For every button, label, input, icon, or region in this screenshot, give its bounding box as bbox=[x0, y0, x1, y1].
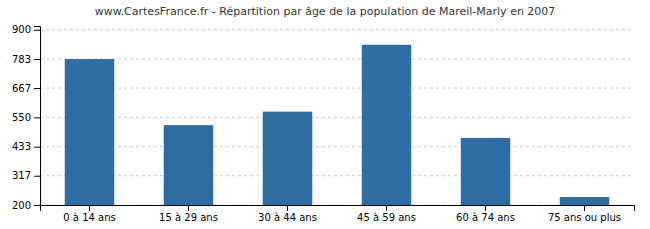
y-tick-mark bbox=[34, 59, 40, 60]
bar bbox=[560, 197, 610, 205]
x-tick-label: 15 à 29 ans bbox=[159, 212, 218, 223]
title: www.CartesFrance.fr - Répartition par âg… bbox=[95, 5, 556, 18]
y-tick-mark bbox=[34, 30, 40, 31]
x-tick: 60 à 74 ans bbox=[456, 205, 515, 223]
x-tick-label: 75 ans ou plus bbox=[548, 212, 621, 223]
x-tick-label: 30 à 44 ans bbox=[258, 212, 317, 223]
bars bbox=[65, 45, 610, 205]
y-tick: 900 bbox=[12, 24, 40, 35]
x-axis-line bbox=[41, 206, 635, 212]
grid-line bbox=[40, 146, 634, 147]
y-tick: 550 bbox=[12, 112, 40, 123]
y-tick-mark bbox=[34, 147, 40, 148]
x-axis: 0 à 14 ans 15 à 29 ans 30 à 44 ans 45 à 59 … bbox=[41, 205, 635, 223]
y-tick: 783 bbox=[12, 54, 40, 65]
y-tick-mark bbox=[34, 205, 40, 206]
y-tick-mark bbox=[34, 88, 40, 89]
grid-line bbox=[40, 117, 634, 118]
y-tick-label: 667 bbox=[12, 83, 31, 94]
y-tick-label: 317 bbox=[12, 170, 31, 181]
x-tick-label: 45 à 59 ans bbox=[357, 212, 416, 223]
y-tick: 317 bbox=[12, 170, 40, 181]
x-tick-mark bbox=[584, 205, 585, 211]
bar bbox=[65, 59, 115, 205]
bar bbox=[461, 138, 511, 205]
y-tick: 200 bbox=[12, 200, 40, 211]
x-tick-mark bbox=[89, 205, 90, 211]
grid-line bbox=[40, 59, 634, 60]
x-tick: 15 à 29 ans bbox=[159, 205, 218, 223]
y-tick-mark bbox=[34, 117, 40, 118]
x-tick-mark bbox=[485, 205, 486, 211]
bar bbox=[362, 45, 412, 205]
x-tick: 75 ans ou plus bbox=[548, 205, 621, 223]
grid bbox=[40, 30, 634, 205]
x-tick-label: 60 à 74 ans bbox=[456, 212, 515, 223]
grid-line bbox=[40, 29, 634, 30]
x-tick-mark bbox=[386, 205, 387, 211]
bar bbox=[164, 125, 214, 205]
x-tick: 0 à 14 ans bbox=[63, 205, 115, 223]
bar bbox=[263, 112, 313, 205]
x-tick-mark bbox=[287, 205, 288, 211]
y-tick-label: 550 bbox=[12, 112, 31, 123]
y-tick-mark bbox=[34, 176, 40, 177]
x-tick-mark bbox=[188, 205, 189, 211]
y-tick-label: 783 bbox=[12, 54, 31, 65]
x-tick: 45 à 59 ans bbox=[357, 205, 416, 223]
x-tick-label: 0 à 14 ans bbox=[63, 212, 115, 223]
grid-line bbox=[40, 175, 634, 176]
grid-line bbox=[40, 88, 634, 89]
y-tick: 433 bbox=[12, 141, 40, 152]
y-axis: 200 317 433 550 667 783 900 bbox=[12, 24, 41, 210]
y-tick: 667 bbox=[12, 83, 40, 94]
y-tick-label: 433 bbox=[12, 141, 31, 152]
y-axis-line bbox=[34, 27, 41, 206]
y-tick-label: 900 bbox=[12, 24, 31, 35]
y-tick-label: 200 bbox=[12, 200, 31, 211]
x-tick: 30 à 44 ans bbox=[258, 205, 317, 223]
chart: www.CartesFrance.fr - Répartition par âg… bbox=[0, 0, 650, 229]
